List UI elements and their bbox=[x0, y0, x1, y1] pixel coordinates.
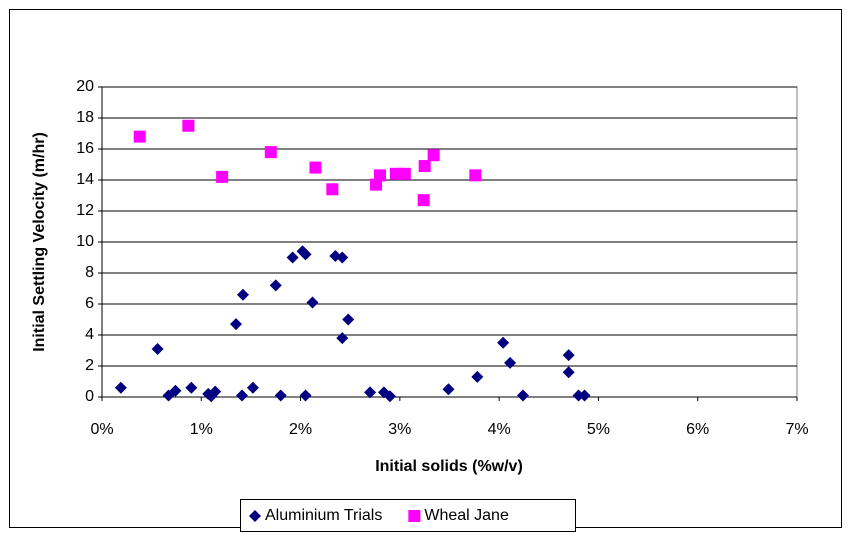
y-tick-label: 12 bbox=[76, 202, 94, 219]
x-tick-label: 5% bbox=[587, 421, 610, 438]
y-tick-label: 6 bbox=[85, 295, 94, 312]
marker-diamond bbox=[442, 383, 455, 396]
marker-square bbox=[370, 178, 383, 191]
marker-diamond bbox=[236, 288, 249, 301]
legend-label: Wheal Jane bbox=[424, 507, 509, 524]
marker-diamond bbox=[249, 510, 261, 522]
marker-diamond bbox=[299, 248, 312, 261]
marker-square bbox=[182, 119, 195, 132]
marker-diamond bbox=[151, 342, 164, 355]
x-tick-label: 6% bbox=[686, 421, 709, 438]
marker-diamond bbox=[504, 356, 517, 369]
marker-square bbox=[469, 169, 482, 182]
marker-diamond bbox=[516, 389, 529, 402]
marker-diamond bbox=[383, 390, 396, 403]
marker-diamond bbox=[329, 249, 342, 262]
marker-square bbox=[264, 146, 277, 159]
x-tick-label: 2% bbox=[289, 421, 312, 438]
y-tick-label: 10 bbox=[76, 233, 94, 250]
y-axis-label: Initial Settling Velocity (m/hr) bbox=[31, 132, 48, 352]
x-tick-label: 1% bbox=[190, 421, 213, 438]
marker-square bbox=[326, 183, 339, 196]
marker-diamond bbox=[336, 251, 349, 264]
marker-square bbox=[427, 149, 440, 162]
marker-diamond bbox=[299, 389, 312, 402]
x-tick-label: 0% bbox=[90, 421, 113, 438]
y-tick-label: 16 bbox=[76, 140, 94, 157]
y-tick-label: 18 bbox=[76, 109, 94, 126]
marker-square bbox=[374, 169, 386, 182]
marker-diamond bbox=[306, 296, 319, 309]
marker-square bbox=[309, 161, 322, 174]
marker-diamond bbox=[336, 332, 349, 345]
y-tick-label: 8 bbox=[85, 264, 94, 281]
legend-box bbox=[240, 499, 576, 532]
marker-diamond bbox=[230, 318, 243, 331]
legend-label: Aluminium Trials bbox=[265, 507, 382, 524]
marker-diamond bbox=[497, 336, 510, 349]
marker-square bbox=[418, 160, 431, 173]
x-tick-label: 4% bbox=[488, 421, 511, 438]
marker-diamond bbox=[578, 389, 591, 402]
x-tick-label: 7% bbox=[785, 421, 808, 438]
marker-square bbox=[216, 170, 229, 183]
marker-diamond bbox=[114, 381, 127, 394]
marker-diamond bbox=[562, 366, 575, 379]
marker-diamond bbox=[562, 349, 575, 362]
marker-diamond bbox=[246, 381, 259, 394]
marker-diamond bbox=[209, 385, 222, 398]
marker-diamond bbox=[185, 381, 198, 394]
marker-diamond bbox=[471, 370, 484, 383]
marker-diamond bbox=[269, 279, 282, 292]
y-tick-label: 2 bbox=[85, 357, 94, 374]
marker-square bbox=[417, 194, 430, 207]
marker-square bbox=[133, 130, 146, 143]
marker-diamond bbox=[169, 384, 182, 397]
marker-diamond bbox=[342, 313, 355, 326]
marker-diamond bbox=[235, 389, 248, 402]
marker-diamond bbox=[286, 251, 299, 264]
x-tick-label: 3% bbox=[388, 421, 411, 438]
y-tick-label: 4 bbox=[85, 326, 94, 343]
y-tick-label: 20 bbox=[76, 78, 94, 95]
marker-diamond bbox=[364, 386, 377, 399]
marker-square bbox=[408, 510, 421, 522]
marker-square bbox=[398, 167, 411, 180]
marker-diamond bbox=[274, 389, 287, 402]
y-tick-label: 14 bbox=[76, 171, 94, 188]
x-axis-label: Initial solids (%w/v) bbox=[375, 458, 523, 475]
y-tick-label: 0 bbox=[85, 388, 94, 405]
